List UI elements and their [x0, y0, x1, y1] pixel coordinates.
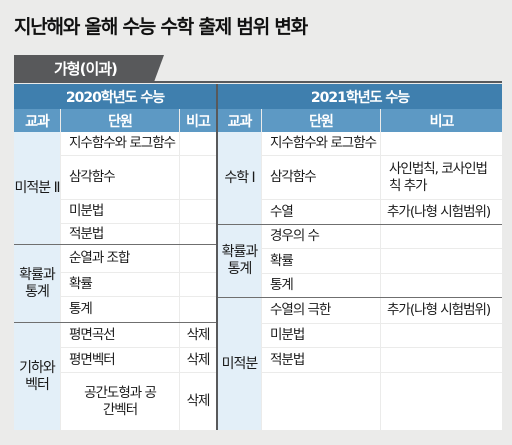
left-note-cell [180, 156, 216, 199]
year-divider [216, 84, 218, 430]
right-note-cell [381, 249, 502, 273]
right-unit-cell: 경우의 수 [262, 225, 380, 248]
left-unit-cell: 미분법 [61, 200, 179, 223]
right-note-empty-cell [381, 373, 502, 430]
right-unit-cell: 수열 [262, 200, 380, 224]
right-unit-cell: 미분법 [262, 324, 380, 347]
left-unit-cell: 지수함수와 로그함수 [61, 132, 179, 155]
section-divider [218, 297, 502, 298]
right-subject-header: 교과 [218, 109, 261, 132]
left-note-cell [180, 273, 216, 296]
left-unit-header: 단원 [61, 109, 179, 132]
left-unit-cell: 순열과 조합 [61, 245, 179, 272]
right-note-cell: 추가(나형 시험범위) [381, 298, 502, 323]
right-unit-header: 단원 [262, 109, 380, 132]
left-subject-geometry-vectors: 기하와 벡터 [14, 323, 60, 430]
left-subject-header: 교과 [14, 109, 60, 132]
left-note-cell: 삭제 [180, 348, 216, 372]
left-note-cell [180, 245, 216, 272]
right-note-cell [381, 132, 502, 155]
right-subject-math-1: 수학 Ⅰ [218, 132, 261, 224]
left-unit-cell: 확률 [61, 273, 179, 296]
left-note-cell [180, 132, 216, 155]
left-unit-cell: 적분법 [61, 224, 179, 244]
left-unit-cell: 삼각함수 [61, 156, 179, 199]
right-unit-cell: 확률 [262, 249, 380, 273]
right-note-cell: 추가(나형 시험범위) [381, 200, 502, 224]
right-note-cell [381, 324, 502, 347]
tab-rule [14, 81, 502, 83]
right-subject-probability-statistics: 확률과 통계 [218, 225, 261, 297]
right-subject-calculus: 미적분 [218, 298, 261, 430]
right-note-header: 비고 [381, 109, 502, 132]
page-title: 지난해와 올해 수능 수학 출제 범위 변화 [14, 16, 308, 38]
left-unit-cell: 평면곡선 [61, 323, 179, 347]
right-unit-cell: 수열의 극한 [262, 298, 380, 323]
section-divider [218, 224, 502, 225]
right-unit-cell: 지수함수와 로그함수 [262, 132, 380, 155]
left-note-cell [180, 200, 216, 223]
left-note-header: 비고 [180, 109, 216, 132]
right-note-cell [381, 225, 502, 248]
year-2020-header: 2020학년도 수능 [14, 84, 216, 109]
left-note-cell: 삭제 [180, 323, 216, 347]
section-divider [14, 322, 216, 323]
type-tab: 가형(이과) [14, 55, 164, 82]
right-note-cell: 사인법칙, 코사인법칙 추가 [381, 156, 502, 199]
right-note-cell [381, 274, 502, 297]
section-divider [14, 244, 216, 245]
left-unit-cell: 평면벡터 [61, 348, 179, 372]
left-note-cell [180, 224, 216, 244]
right-unit-empty-cell [262, 373, 380, 430]
right-unit-cell: 삼각함수 [262, 156, 380, 199]
left-subject-calculus-2: 미적분 Ⅱ [14, 132, 60, 244]
right-note-cell [381, 348, 502, 372]
left-note-cell: 삭제 [180, 373, 216, 430]
left-subject-probability-statistics: 확률과 통계 [14, 245, 60, 322]
left-unit-cell: 통계 [61, 297, 179, 322]
right-unit-cell: 통계 [262, 274, 380, 297]
year-2021-header: 2021학년도 수능 [218, 84, 502, 109]
left-unit-cell: 공간도형과 공간벡터 [61, 373, 179, 430]
right-unit-cell: 적분법 [262, 348, 380, 372]
left-note-cell [180, 297, 216, 322]
